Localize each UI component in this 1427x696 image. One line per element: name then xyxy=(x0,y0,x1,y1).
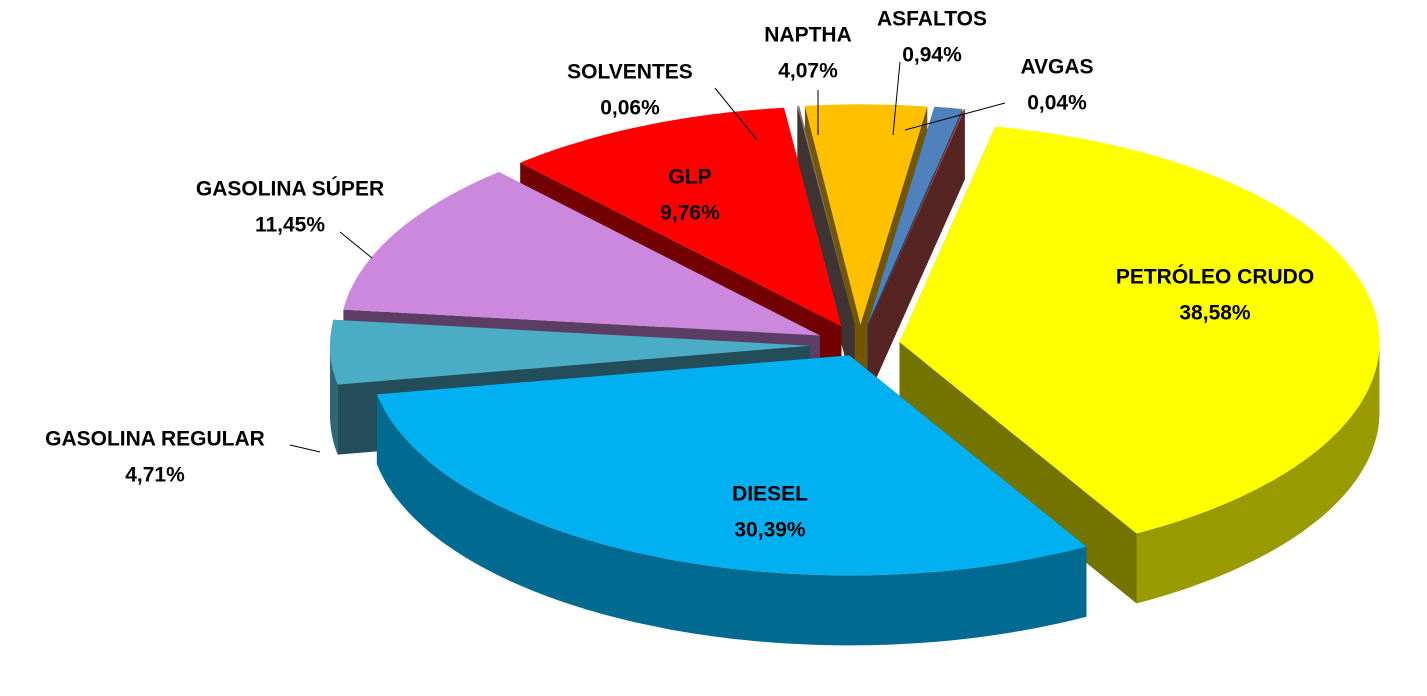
slice xyxy=(899,126,1380,534)
slice-side xyxy=(868,109,965,395)
slice xyxy=(330,319,810,385)
slice-label: ASFALTOS xyxy=(877,8,987,31)
leader-line xyxy=(904,102,1006,131)
value-label: 9,76% xyxy=(660,202,720,225)
slice-label: DIESEL xyxy=(732,483,808,506)
value-label: 4,71% xyxy=(125,464,185,487)
leader-line xyxy=(289,444,321,453)
slice xyxy=(376,355,1087,646)
slice xyxy=(868,109,965,325)
value-label: 0,04% xyxy=(1027,92,1087,115)
value-label: 11,45% xyxy=(255,214,325,237)
slice-edge xyxy=(1136,342,1380,604)
slice-edge xyxy=(330,345,338,455)
slice xyxy=(520,107,842,327)
slice-label: GLP xyxy=(668,166,711,189)
value-label: 38,58% xyxy=(1179,302,1251,325)
slice xyxy=(343,172,820,336)
slice-edge xyxy=(376,394,1087,646)
slice-label: GASOLINA SÚPER xyxy=(196,177,384,201)
value-label: 0,06% xyxy=(600,97,660,120)
slice-label: NAPTHA xyxy=(764,24,852,47)
slice-side xyxy=(799,106,855,395)
leader-line xyxy=(892,61,901,136)
slice-side xyxy=(899,342,1137,604)
leader-line xyxy=(714,87,758,141)
slice-label: SOLVENTES xyxy=(567,61,693,84)
slice xyxy=(899,126,1380,604)
slice xyxy=(867,106,963,325)
slice xyxy=(804,104,928,325)
slice xyxy=(797,106,855,325)
slice-label: GASOLINA REGULAR xyxy=(45,428,265,451)
slice xyxy=(376,355,1087,576)
slice xyxy=(868,109,965,395)
slice-label: PETRÓLEO CRUDO xyxy=(1116,265,1314,289)
leader-line xyxy=(339,231,373,259)
value-label: 30,39% xyxy=(734,519,806,542)
value-label: 4,07% xyxy=(778,60,838,83)
value-label: 0,94% xyxy=(902,44,962,67)
slice-label: AVGAS xyxy=(1020,56,1093,79)
